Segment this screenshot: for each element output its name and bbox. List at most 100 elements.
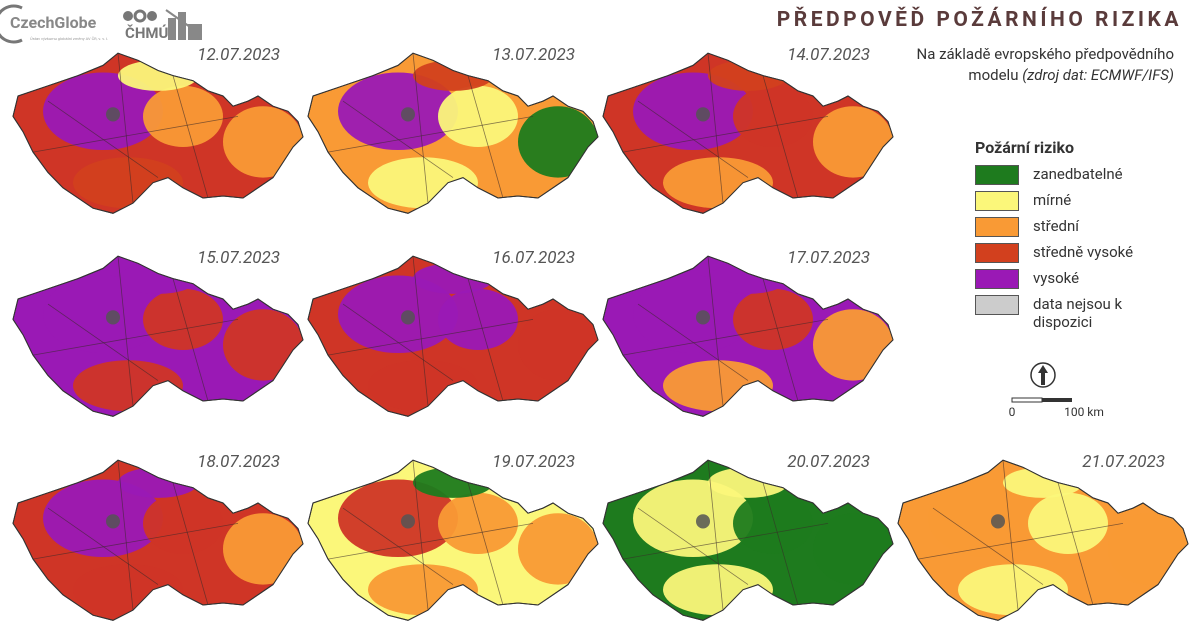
risk-area (223, 106, 303, 178)
risk-area (928, 479, 1048, 558)
risk-area (438, 492, 518, 554)
subtitle: Na základě evropského předpovědního mode… (874, 44, 1175, 86)
region-border (1002, 460, 1019, 611)
risk-area (518, 513, 598, 585)
region-border (117, 53, 134, 204)
region-border (762, 482, 799, 606)
risk-area (223, 309, 303, 381)
region-border (327, 522, 534, 560)
risk-area (438, 85, 518, 147)
region-border (762, 278, 799, 402)
region-border (32, 115, 239, 153)
forecast-map (12, 52, 304, 214)
region-border (467, 482, 504, 606)
risk-area (118, 467, 198, 498)
risk-area (368, 157, 478, 209)
region-border (762, 75, 799, 199)
forecast-map (602, 459, 894, 621)
map-date: 18.07.2023 (197, 452, 280, 472)
risk-area (118, 60, 198, 91)
scale-bar: 0 100 km (1009, 397, 1104, 419)
risk-areas (622, 460, 893, 616)
map-date: 19.07.2023 (492, 452, 575, 472)
risk-area (73, 564, 183, 616)
prague (106, 107, 120, 122)
risk-area (1028, 492, 1108, 554)
forecast-map (307, 255, 599, 417)
map-date: 17.07.2023 (787, 248, 870, 268)
region-border (172, 278, 209, 402)
prague (991, 514, 1005, 529)
risk-area (438, 288, 518, 350)
legend-swatch (975, 295, 1019, 315)
region-border (467, 278, 504, 402)
prague (696, 514, 710, 529)
risk-area (813, 309, 893, 381)
region-border (707, 53, 724, 204)
source: (zdroj dat: ECMWF/IFS) (1022, 66, 1174, 84)
region-border (32, 522, 239, 560)
region-border (637, 507, 749, 585)
risk-area (813, 106, 893, 178)
risk-area (43, 275, 163, 354)
logo-text: CzechGlobe (10, 13, 97, 32)
risk-area (958, 564, 1068, 616)
risk-area (733, 85, 813, 147)
legend-label: data nejsou k dispozici (1033, 295, 1123, 331)
map-date: 13.07.2023 (492, 45, 575, 65)
legend-item: data nejsou k dispozici (975, 295, 1143, 331)
risk-area (708, 467, 788, 498)
risk-area (223, 513, 303, 585)
risk-area (43, 479, 163, 558)
subtitle-text: Na základě evropského předpovědního mode… (916, 45, 1175, 84)
region-border (707, 460, 724, 611)
risk-area (633, 479, 753, 558)
risk-area (1003, 467, 1083, 498)
prague (401, 107, 415, 122)
region-border (917, 522, 1124, 560)
risk-area (73, 157, 183, 209)
legend-label: mírné (1033, 191, 1072, 209)
risk-area (413, 467, 493, 498)
risk-areas (917, 460, 1188, 616)
risk-areas (327, 256, 598, 412)
region-border (412, 460, 429, 611)
risk-area (43, 72, 163, 151)
map-date: 21.07.2023 (1082, 452, 1165, 472)
region-border (117, 256, 134, 407)
logo-czechglobe: CzechGlobe Ústav výzkumu globální změny … (0, 4, 108, 44)
prague (106, 310, 120, 325)
risk-area (413, 263, 493, 294)
risk-areas (327, 460, 598, 616)
region-border (342, 303, 454, 381)
map-date: 15.07.2023 (197, 248, 280, 268)
legend: Požární riziko zanedbatelné mírné střední st… (975, 138, 1143, 331)
map-date: 16.07.2023 (492, 248, 575, 268)
prague (401, 310, 415, 325)
region-border (117, 460, 134, 611)
logo-chmu: ČHMÚ (123, 9, 169, 42)
region-border (622, 318, 829, 356)
risk-area (368, 360, 478, 412)
legend-swatch (975, 217, 1019, 237)
legend-title: Požární riziko (975, 138, 1075, 157)
logo-text: ČHMÚ (125, 24, 169, 42)
risk-area (1108, 513, 1188, 585)
title: PŘEDPOVĚĎ POŽÁRNÍHO RIZIKA (776, 8, 1182, 32)
legend-swatch (975, 165, 1019, 185)
risk-area (813, 513, 893, 585)
region-border (47, 303, 159, 381)
legend-swatch (975, 243, 1019, 263)
region-border (932, 507, 1044, 585)
risk-area (338, 479, 458, 558)
prague (106, 514, 120, 529)
legend-item: mírné (975, 191, 1143, 217)
region-border (342, 100, 454, 178)
risk-area (143, 492, 223, 554)
forecast-map (307, 459, 599, 621)
region-border (32, 318, 239, 356)
legend-item: středně vysoké (975, 243, 1143, 269)
risk-area (518, 309, 598, 381)
region-border (467, 75, 504, 199)
